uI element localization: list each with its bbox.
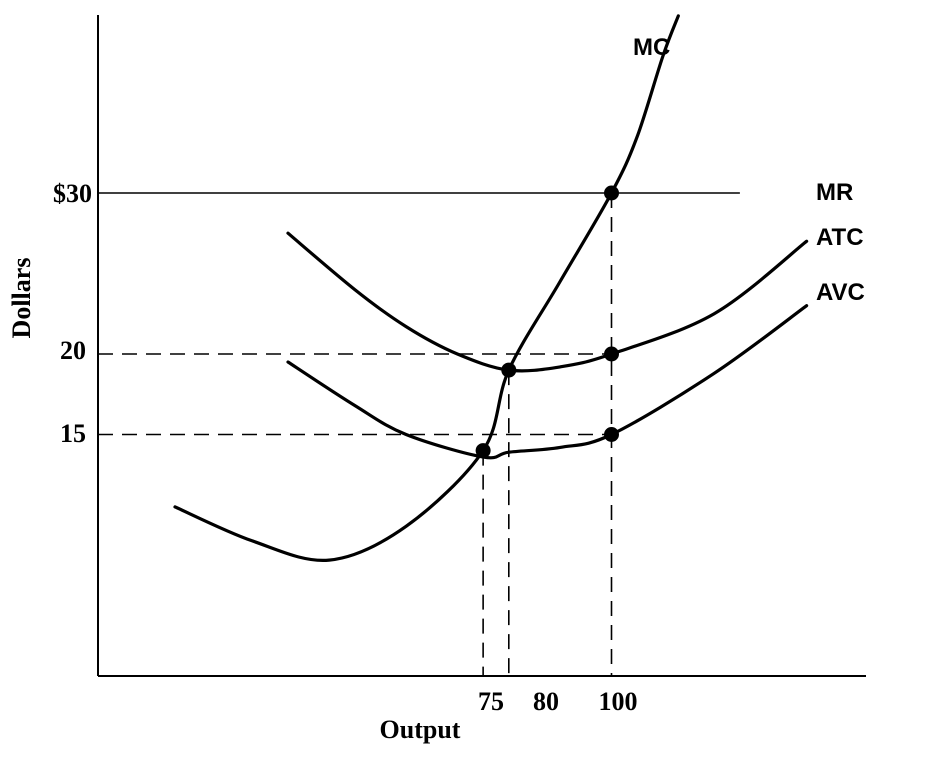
y-tick-label-15: 15 [60, 419, 86, 448]
mr-label: MR [816, 179, 853, 206]
intersection-points [475, 185, 619, 459]
y-tick-label-30: $30 [53, 179, 92, 208]
axes [97, 15, 866, 677]
y-tick-label-20: 20 [60, 336, 86, 365]
x-axis-title: Output [380, 715, 461, 744]
point-100-20 [604, 346, 619, 362]
x-tick-label-100: 100 [599, 687, 638, 716]
avc-curve [286, 304, 809, 460]
curves [173, 14, 809, 562]
atc-label: ATC [816, 224, 864, 251]
text-labels: $30 20 15 75 80 100 Output Dollars MC AT… [7, 34, 865, 744]
mc-label: MC [633, 34, 670, 61]
x-tick-label-80: 80 [533, 687, 559, 716]
point-80-19 [501, 362, 517, 378]
mc-curve [173, 14, 680, 562]
point-100-15 [604, 427, 619, 442]
point-100-30 [604, 185, 619, 201]
y-axis-title: Dollars [7, 258, 36, 339]
point-75-14 [475, 443, 491, 459]
x-tick-label-75: 75 [478, 687, 504, 716]
avc-label: AVC [816, 279, 865, 306]
dashed-guides [98, 193, 613, 676]
